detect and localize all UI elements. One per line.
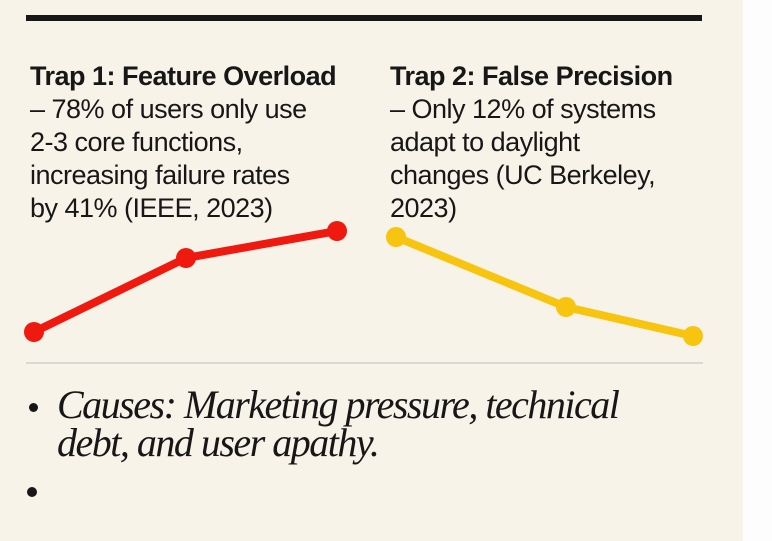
trap-1-body-line: 2-3 core functions, [30, 127, 243, 157]
column-trap-1: Trap 1: Feature Overload – 78% of users … [30, 60, 382, 225]
trap-1-body-line: – 78% of users only use [30, 94, 307, 124]
trap-1-body-line: increasing failure rates [30, 160, 290, 190]
top-rule [26, 15, 702, 21]
trap-2-body-line: 2023) [390, 193, 457, 223]
trap-2-heading: Trap 2: False Precision [390, 61, 673, 91]
trap-2-body-line: adapt to daylight [390, 127, 580, 157]
bullet-text-line: Causes: Marketing pressure, technical [57, 382, 620, 427]
trap-1-heading: Trap 1: Feature Overload [30, 61, 337, 91]
bullet-text-line: debt, and user apathy. [57, 420, 380, 465]
trap-2-body-line: changes (UC Berkeley, [390, 160, 656, 190]
trap-1-body-line: by 41% (IEEE, 2023) [30, 193, 273, 223]
trap-2-body-line: – Only 12% of systems [390, 94, 656, 124]
section-divider [26, 362, 703, 364]
page-gutter [743, 0, 772, 541]
column-trap-2: Trap 2: False Precision – Only 12% of sy… [390, 60, 730, 225]
bullet-marker-empty [27, 487, 37, 497]
bullet-marker [29, 403, 38, 412]
bullet-item-causes: Causes: Marketing pressure, technical de… [57, 382, 717, 465]
